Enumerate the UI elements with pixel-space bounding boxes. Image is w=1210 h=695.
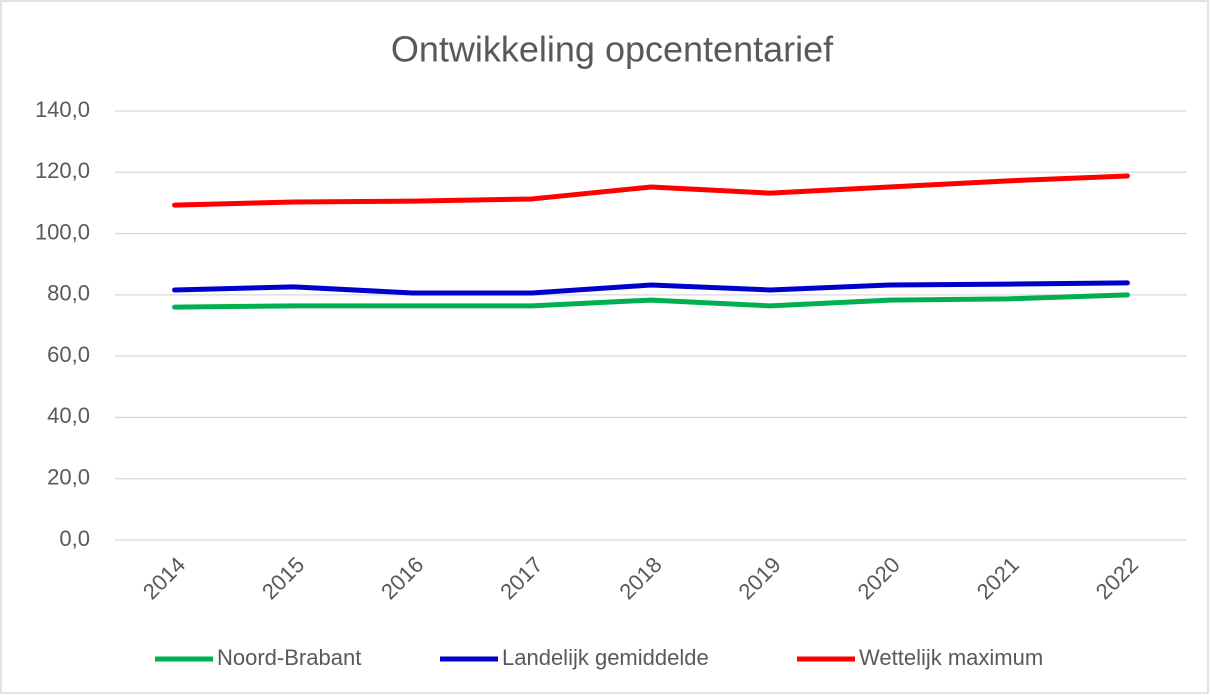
y-tick-label: 120,0 [35,158,90,183]
series-line [172,292,1130,310]
y-tick-label: 60,0 [47,342,90,367]
legend-label: Landelijk gemiddelde [502,645,709,670]
y-tick-label: 0,0 [59,526,90,551]
y-tick-label: 100,0 [35,219,90,244]
legend-label: Wettelijk maximum [859,645,1043,670]
y-tick-label: 140,0 [35,97,90,122]
chart-title: Ontwikkeling opcententarief [391,29,834,70]
series-line [172,173,1130,208]
series-line [172,280,1130,296]
y-tick-label: 40,0 [47,403,90,428]
y-tick-label: 80,0 [47,281,90,306]
legend-label: Noord-Brabant [217,645,361,670]
y-tick-label: 20,0 [47,465,90,490]
